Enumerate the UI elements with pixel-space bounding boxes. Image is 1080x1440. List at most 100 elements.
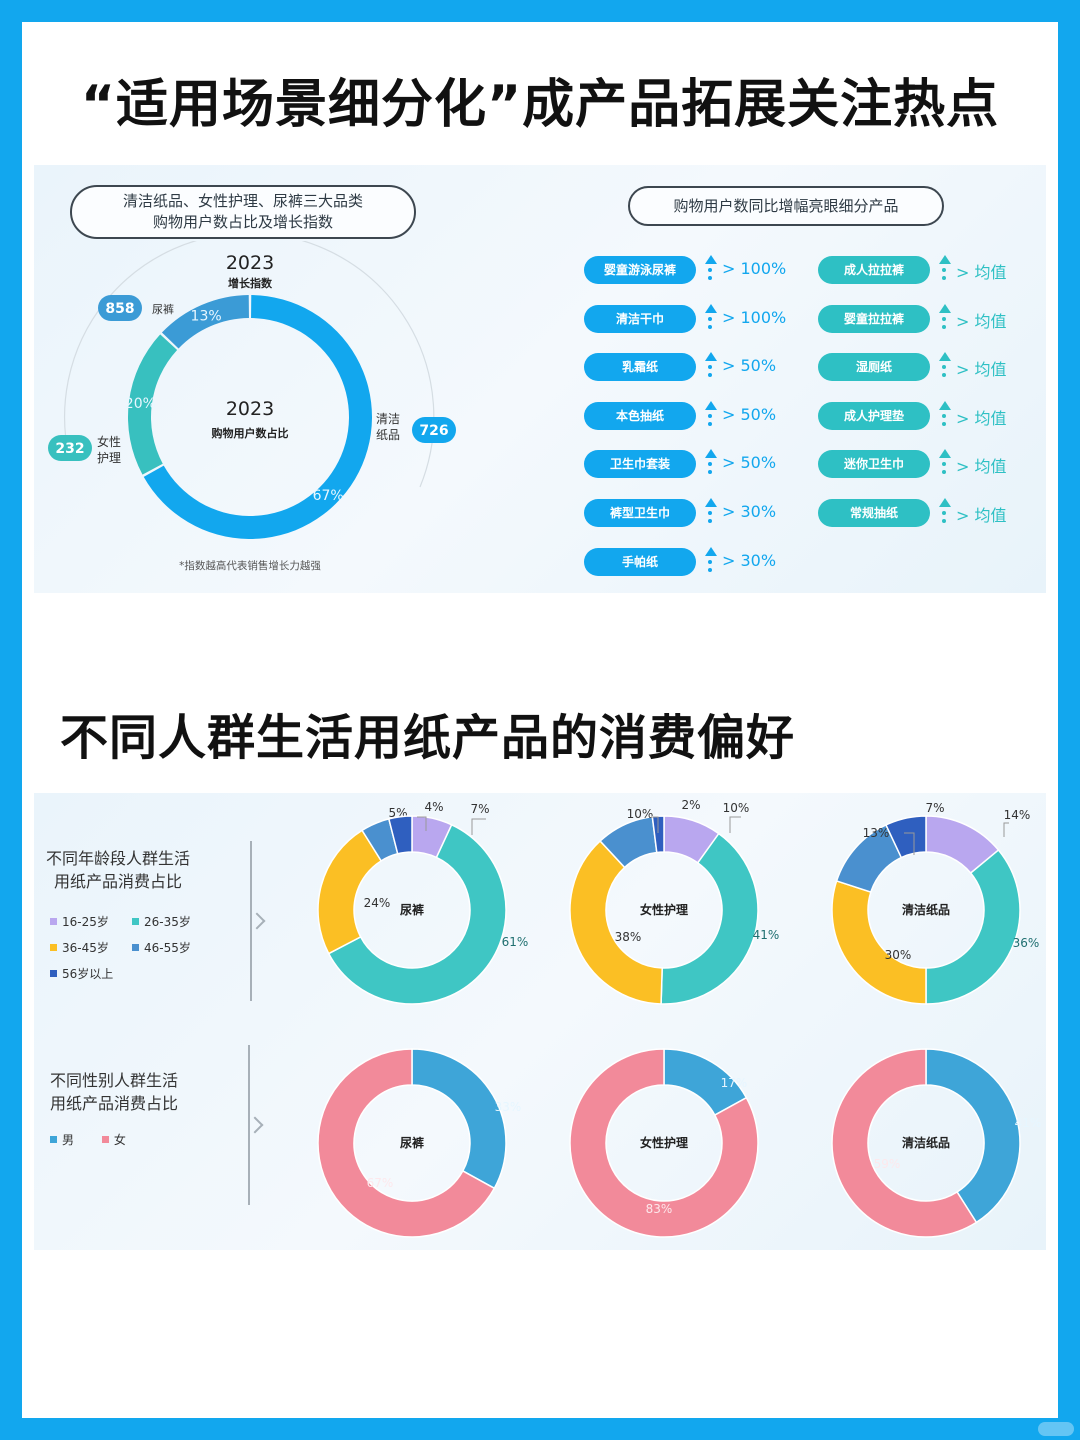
center-year: 2023 [226, 398, 274, 420]
product-growth-value-left-0: > 100% [722, 259, 787, 278]
legend-male: 男 [50, 1131, 98, 1148]
product-pill-left-6: 手帕纸 [584, 547, 696, 576]
donut4-label-2: 30% [885, 948, 912, 962]
product-growth-value-right-1: > 均值 [956, 311, 1007, 331]
product-growth-value-left-5: > 30% [722, 502, 777, 521]
cleaning-name-1: 清洁 [376, 412, 400, 426]
donut-segment-2 [161, 295, 249, 349]
up-arrow-icon [704, 498, 718, 528]
leader-line-3 [729, 816, 741, 833]
feminine-care-badge [48, 435, 92, 461]
donut7-label-0: 41% [1015, 1116, 1042, 1130]
age-label-line2: 用纸产品消费占比 [54, 872, 183, 891]
right-heading-text: 购物用户数同比增幅亮眼细分产品 [673, 196, 899, 215]
page-title: “适用场景细分化”成产品拓展关注热点 [80, 75, 1000, 135]
cleaning-paper-badge [412, 417, 456, 443]
category-share-donut: 67% 20% 13% 2023 购物用户数占比 2023 增长指数 858 尿裤 232 女性护理… [48, 241, 456, 572]
donut6-segment-1 [569, 1048, 759, 1238]
legend-26-35: 26-35岁 [132, 915, 191, 929]
product-growth-value-right-2: > 均值 [956, 360, 1007, 380]
product-pill-left-3: 本色抽纸 [584, 401, 696, 430]
product-growth-value-left-6: > 30% [722, 550, 777, 570]
product-pill-right-2: 湿厕纸 [818, 353, 930, 382]
category-share-panel: 清洁纸品、女性护理、尿裤三大品类 购物用户数占比及增长指数 购物用户数同比增幅亮… [34, 165, 1046, 593]
section-title: 不同人群生活用纸产品的消费偏好 [60, 710, 796, 766]
gender-chart-label: 不同性别人群生活 用纸产品消费占比 [50, 1069, 178, 1115]
right-section-heading: 购物用户数同比增幅亮眼细分产品 [628, 186, 944, 226]
donut7-segment-0 [925, 1048, 1021, 1224]
donut5-label-1: 67% [367, 1176, 394, 1190]
age-label-line1: 不同年龄段人群生活 [46, 849, 191, 868]
gender-label-line2: 用纸产品消费占比 [50, 1094, 179, 1113]
legend-36-45: 36-45岁 [50, 935, 132, 961]
growth-year: 2023 [226, 252, 274, 274]
feminine-name-2: 护理 [97, 451, 121, 465]
diaper-name: 尿裤 [152, 302, 174, 316]
donut3-segment-4 [651, 815, 665, 854]
donut4-segment-1 [925, 849, 1021, 1005]
donut6-label-1: 83% [646, 1202, 673, 1216]
product-growth-value-left-1: > 100% [722, 307, 787, 327]
footnote: *指数越高代表销售增长力越强 [179, 559, 321, 572]
donut2-segment-1 [327, 823, 507, 1005]
donut4-segment-2 [831, 880, 927, 1005]
donut3-title: 女性护理 [640, 902, 688, 917]
legend-46-55: 46-55岁 [132, 941, 191, 955]
donut3-label-1: 41% [753, 928, 780, 942]
donut5-label-0: 33% [495, 1100, 522, 1114]
product-pill-left-4: 卫生巾套装 [584, 450, 696, 479]
legend-26-35-label: 26-35岁 [144, 915, 191, 929]
up-arrow-icon [704, 303, 718, 334]
feminine-care-index: 232 [55, 441, 84, 457]
growth-index-label: 增长指数 [228, 276, 273, 290]
product-pill-right-4: 迷你卫生巾 [818, 450, 930, 479]
product-pill-left-5: 裤型卫生巾 [584, 499, 696, 527]
legend-female: 女 [101, 1133, 126, 1147]
cleaning-paper-index: 726 [419, 423, 448, 439]
up-arrow-icon [938, 303, 952, 334]
gender-label-line1: 不同性别人群生活 [50, 1071, 179, 1090]
share-label-尿裤: 13% [191, 309, 222, 325]
donut3-label-3: 10% [627, 807, 654, 821]
donut6-label-0: 17% [721, 1076, 748, 1090]
center-label: 购物用户数占比 [212, 426, 289, 440]
product-pill-right-5: 常规抽纸 [818, 499, 930, 527]
donut7-label-1: 59% [874, 1157, 901, 1171]
donut3-label-2: 38% [615, 930, 642, 944]
donut4-title: 清洁纸品 [902, 902, 950, 917]
legend-16-25: 16-25岁 [50, 909, 132, 935]
legend-56-plus-label: 56岁以上 [62, 967, 114, 981]
product-growth-value-right-0: > 均值 [956, 263, 1007, 282]
legend-female-label: 女 [113, 1133, 126, 1147]
left-heading-line2: 购物用户数占比及增长指数 [152, 213, 333, 231]
donut5-segment-1 [317, 1048, 496, 1238]
up-arrow-icon [704, 255, 718, 285]
donut4-segment-4 [884, 815, 927, 859]
donut7-segment-1 [831, 1048, 978, 1238]
product-growth-value-right-5: > 均值 [956, 506, 1007, 525]
legend-56-plus: 56岁以上 [50, 961, 191, 987]
donut5-segment-0 [411, 1048, 507, 1190]
gender-bracket [248, 1045, 250, 1205]
product-growth-value-left-3: > 50% [722, 404, 777, 424]
up-arrow-icon [704, 449, 718, 479]
up-arrow-icon [938, 352, 952, 382]
legend-36-45-label: 36-45岁 [62, 941, 109, 955]
donut3-label-4: 2% [681, 798, 700, 812]
leader-line-2 [651, 816, 659, 833]
product-pill-left-0: 婴童游泳尿裤 [584, 256, 696, 284]
up-arrow-icon [938, 449, 952, 479]
donut2-label-4: 4% [424, 800, 443, 814]
donut-segment-1 [127, 334, 178, 475]
age-legend: 16-25岁 26-35岁 36-45岁 46-55岁 56岁以上 [50, 909, 191, 987]
share-label-女性护理: 20% [125, 396, 156, 412]
diaper-index: 858 [105, 301, 134, 317]
legend-46-55-label: 46-55岁 [144, 941, 191, 955]
consumer-preference-panel: 不同年龄段人群生活 用纸产品消费占比 16-25岁 26-35岁 36-45岁 46… [34, 793, 1046, 1250]
gender-legend: 男 女 [50, 1131, 126, 1148]
diaper-badge [98, 295, 142, 321]
donut2-label-1: 61% [502, 935, 529, 949]
leader-line-5 [1003, 822, 1009, 837]
product-pill-right-0: 成人拉拉裤 [818, 256, 930, 284]
up-arrow-icon [704, 352, 718, 382]
